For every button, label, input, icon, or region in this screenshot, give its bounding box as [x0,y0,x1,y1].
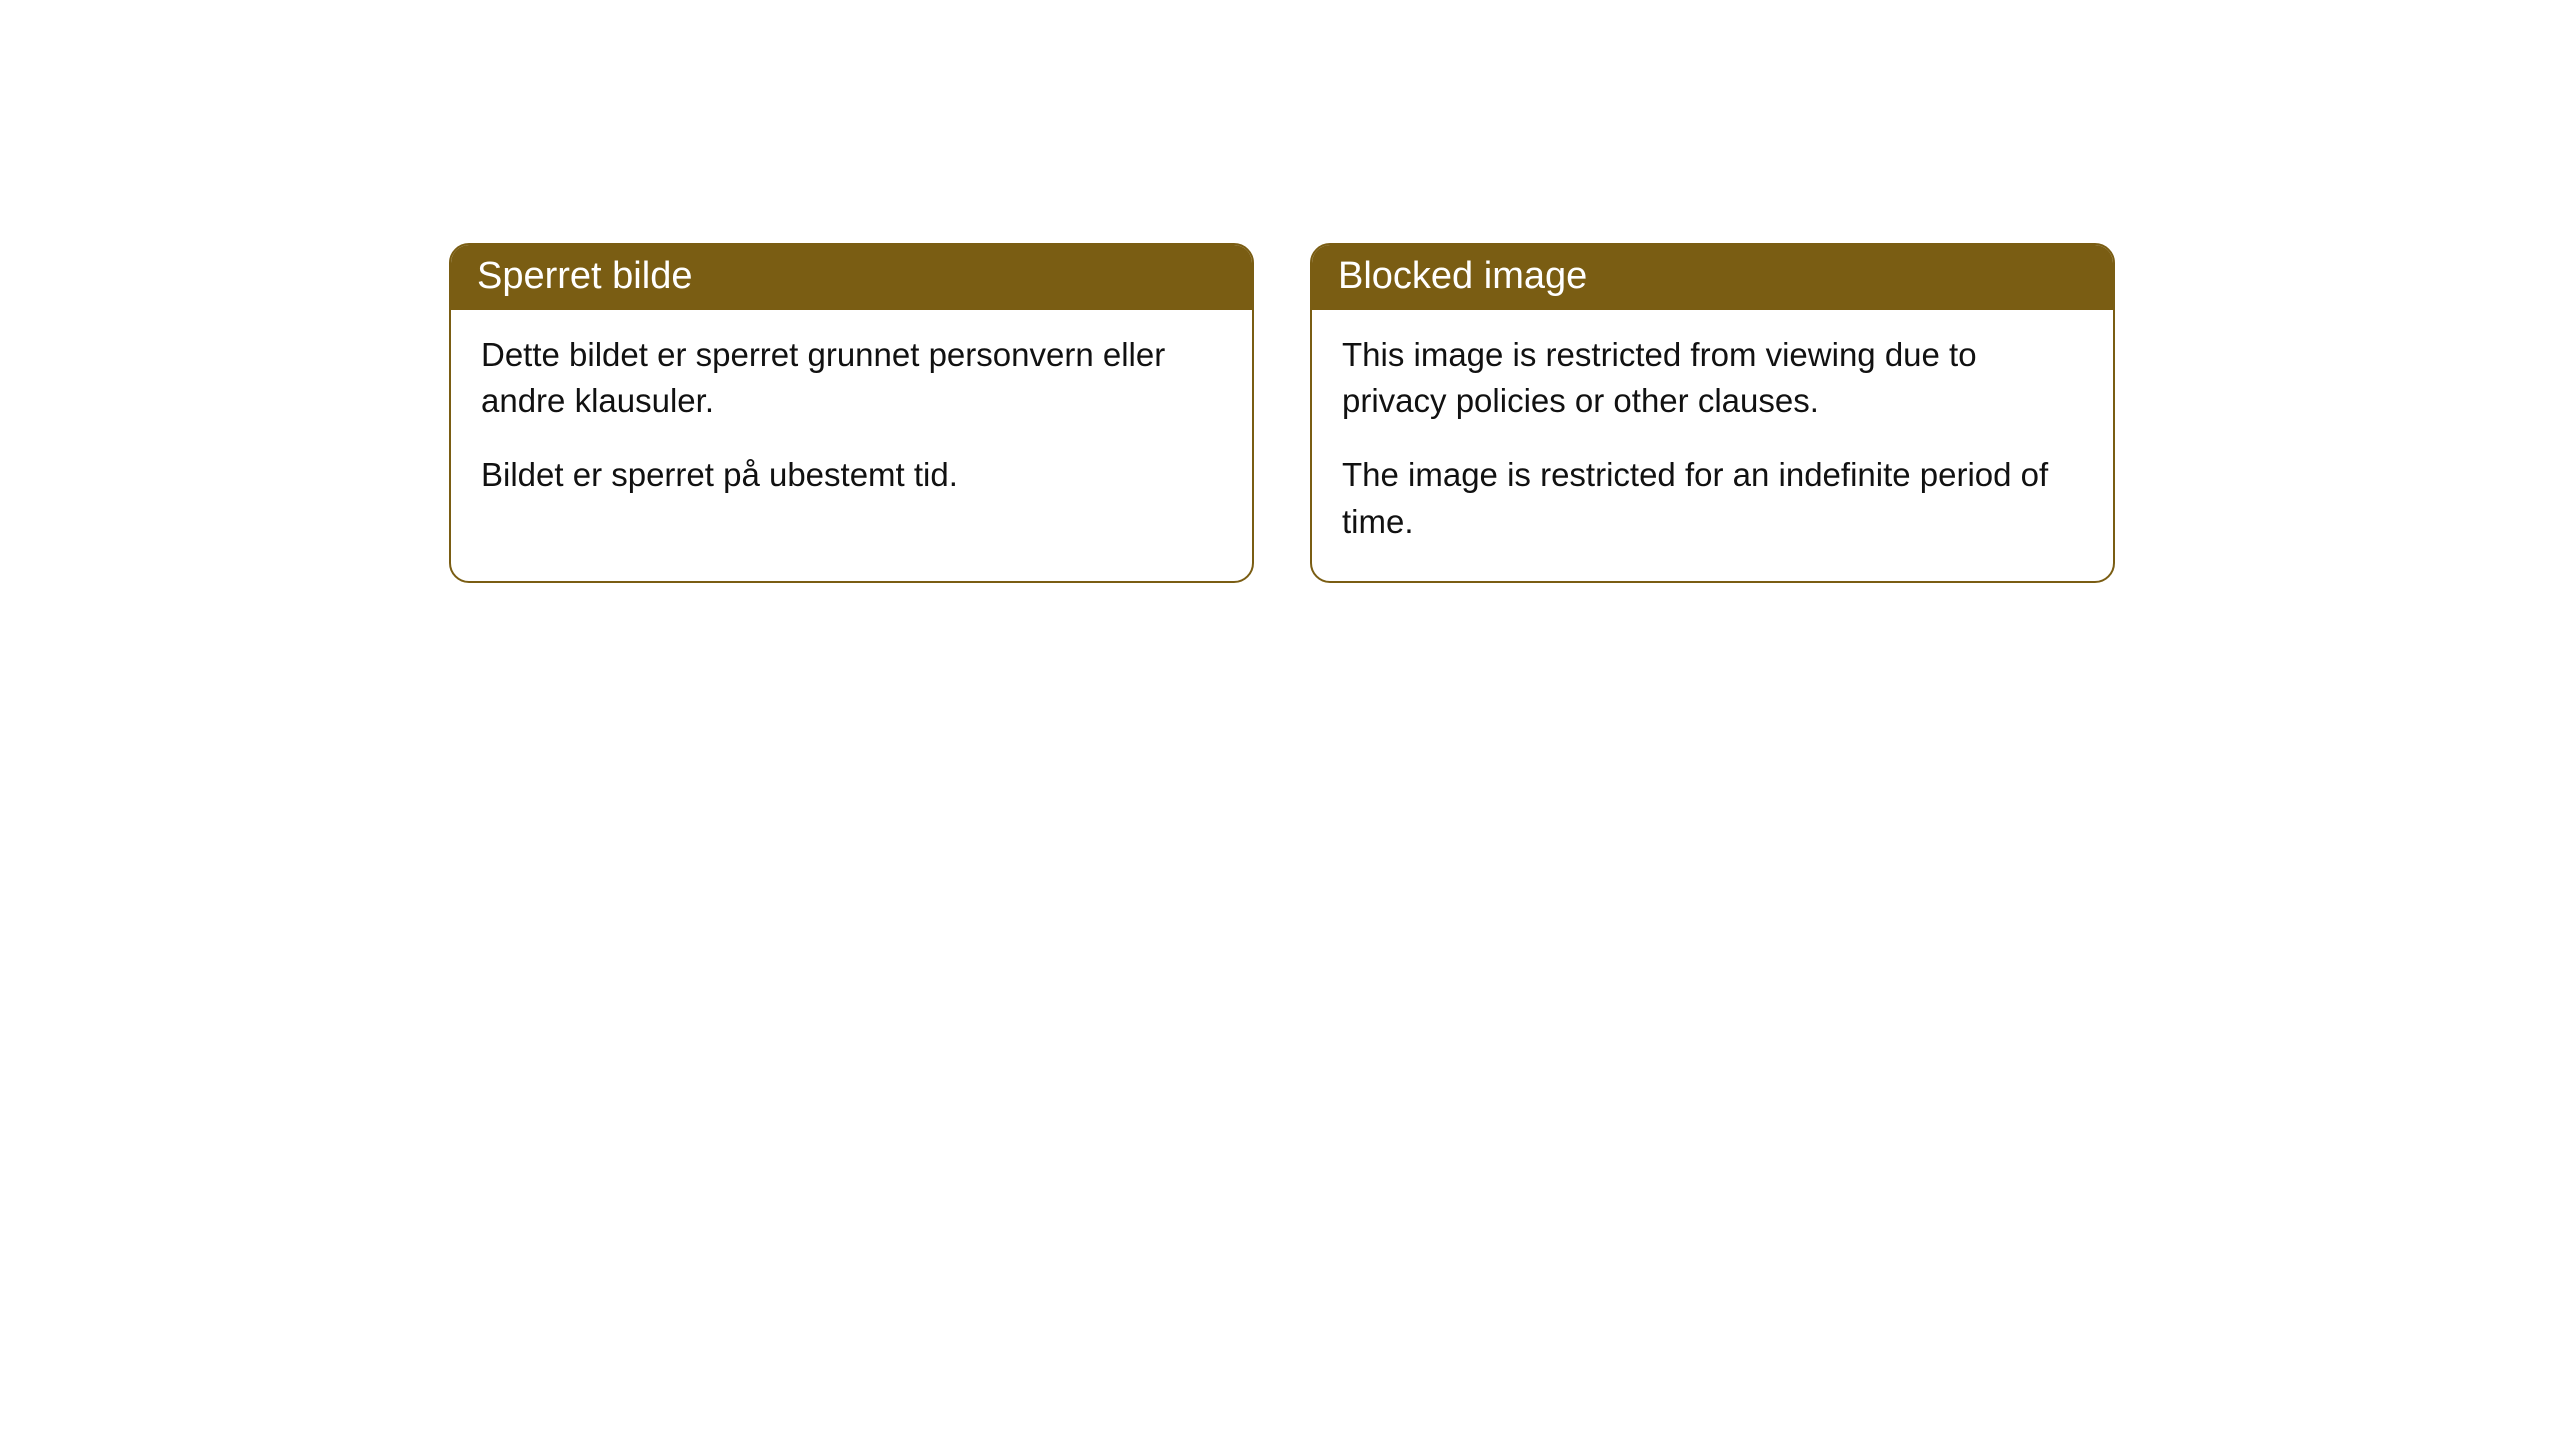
blocked-image-card-english: Blocked image This image is restricted f… [1310,243,2115,583]
card-body-english: This image is restricted from viewing du… [1312,310,2113,581]
notice-cards-container: Sperret bilde Dette bildet er sperret gr… [0,0,2560,583]
card-header-english: Blocked image [1312,245,2113,310]
card-paragraph-2: The image is restricted for an indefinit… [1342,452,2083,544]
card-body-norwegian: Dette bildet er sperret grunnet personve… [451,310,1252,535]
blocked-image-card-norwegian: Sperret bilde Dette bildet er sperret gr… [449,243,1254,583]
card-paragraph-1: Dette bildet er sperret grunnet personve… [481,332,1222,424]
card-paragraph-2: Bildet er sperret på ubestemt tid. [481,452,1222,498]
card-header-norwegian: Sperret bilde [451,245,1252,310]
card-paragraph-1: This image is restricted from viewing du… [1342,332,2083,424]
